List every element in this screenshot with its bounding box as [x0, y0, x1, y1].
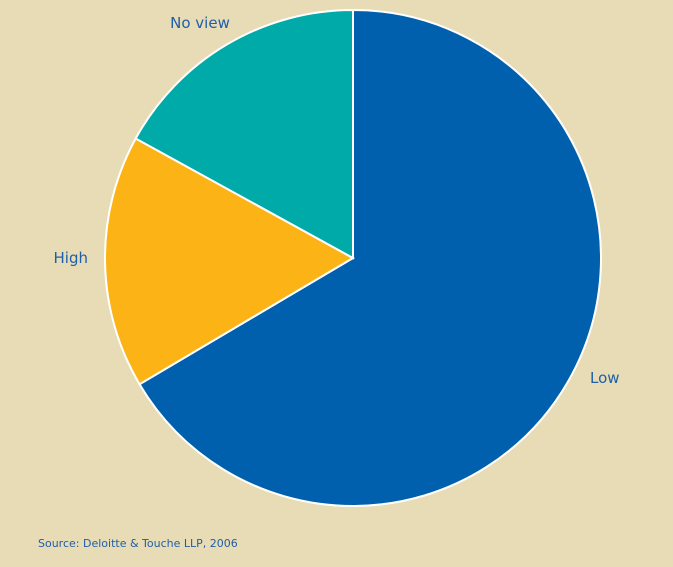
pie-slice-high [104, 137, 356, 386]
pie-labels: Low High No view [54, 14, 620, 387]
pie-slices [104, 8, 602, 507]
slice-label-low: Low [590, 369, 620, 387]
slice-label-high: High [54, 249, 88, 267]
slice-label-no-view: No view [170, 14, 230, 32]
pie-slice-low [138, 8, 602, 507]
source-note: Source: Deloitte & Touche LLP, 2006 [38, 537, 238, 550]
pie-slice-no-view [134, 8, 354, 260]
